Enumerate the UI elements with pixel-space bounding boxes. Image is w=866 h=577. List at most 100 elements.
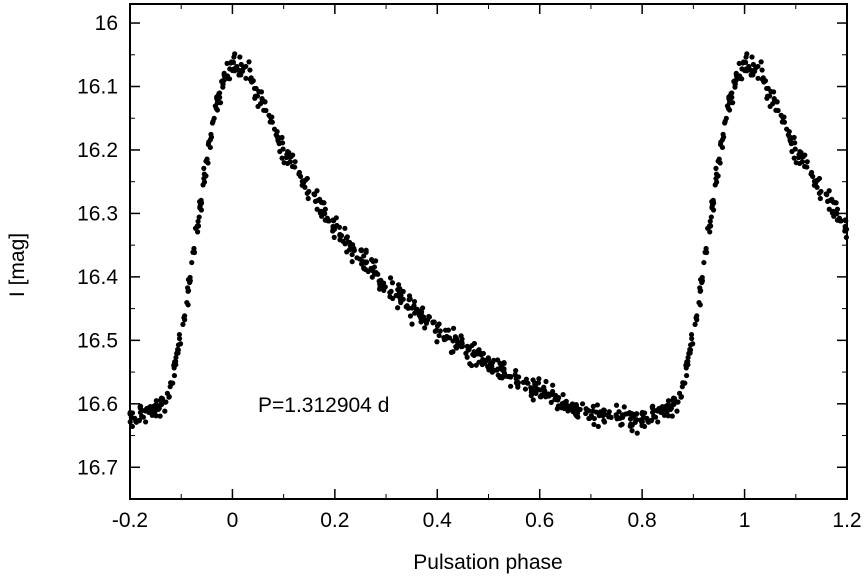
data-point (836, 215, 843, 221)
data-point (167, 384, 173, 390)
data-point (459, 343, 466, 350)
data-point (470, 351, 476, 358)
data-point (586, 415, 592, 422)
data-point (833, 200, 839, 206)
data-point (629, 428, 635, 434)
data-point (823, 191, 829, 197)
data-point (834, 211, 840, 217)
data-point (621, 404, 627, 410)
data-point (237, 54, 243, 60)
data-point (180, 321, 186, 327)
data-point (591, 421, 597, 428)
data-point (155, 406, 161, 413)
y-tick-label: 16.2 (77, 139, 118, 162)
y-tick-label: 16.4 (77, 266, 118, 289)
data-point (283, 154, 289, 161)
data-point (200, 182, 206, 188)
data-point (419, 309, 425, 315)
data-point (702, 249, 708, 255)
data-point (495, 366, 501, 372)
data-point (613, 402, 620, 408)
data-point (649, 417, 655, 423)
data-point (132, 416, 138, 422)
data-point (459, 339, 465, 345)
data-point (201, 171, 207, 177)
data-point (419, 315, 425, 321)
data-point (414, 306, 420, 313)
data-point (363, 260, 369, 266)
data-point (569, 401, 575, 407)
y-tick-label: 16.5 (77, 329, 118, 352)
data-point (664, 409, 670, 415)
data-point (238, 72, 244, 78)
data-point (632, 419, 638, 426)
data-point (601, 417, 607, 424)
data-point (680, 380, 686, 386)
data-point (168, 380, 174, 386)
data-point (689, 335, 695, 342)
data-point (228, 60, 234, 66)
data-point (166, 394, 172, 400)
data-point (387, 275, 394, 281)
data-point (331, 234, 337, 240)
data-point (535, 380, 542, 386)
data-point (826, 206, 832, 212)
data-point (344, 234, 350, 240)
data-point (344, 249, 350, 255)
data-point (162, 408, 168, 414)
data-point (454, 341, 461, 348)
data-point (543, 378, 549, 385)
data-point (664, 402, 670, 408)
data-point (337, 237, 343, 243)
data-point (358, 261, 365, 267)
data-point (523, 376, 529, 382)
data-point (726, 100, 733, 106)
data-point (690, 341, 696, 347)
data-point (707, 229, 713, 235)
data-point (522, 386, 529, 392)
data-point (322, 206, 328, 212)
data-point (791, 155, 797, 161)
data-point (422, 325, 428, 331)
data-point (342, 241, 348, 247)
data-point (712, 182, 718, 188)
y-tick-label: 16.6 (77, 393, 118, 416)
data-point (442, 327, 449, 333)
data-point (306, 188, 312, 195)
data-point (211, 115, 217, 121)
data-point (214, 96, 220, 102)
data-point (686, 350, 692, 357)
data-point (361, 253, 367, 259)
data-point (480, 357, 486, 363)
data-point (744, 51, 750, 57)
data-point (655, 419, 661, 425)
data-point (749, 54, 755, 60)
data-point (650, 403, 656, 409)
data-point (595, 423, 601, 430)
data-point (152, 409, 158, 415)
data-point (195, 218, 201, 224)
data-point (554, 406, 560, 412)
data-point (726, 96, 732, 102)
data-point (590, 403, 596, 409)
data-point (207, 137, 214, 143)
data-point (501, 370, 508, 377)
data-point (259, 95, 265, 102)
data-point (683, 372, 690, 379)
axes: -0.2 0 0.2 0.4 0.6 0.8 1 1.2 16 16.1 16.2 16.3 16.4 1… (77, 3, 862, 532)
data-point (679, 384, 685, 390)
data-point (541, 384, 547, 390)
x-tick-label: 0 (227, 509, 239, 532)
data-point (508, 383, 514, 389)
data-point (634, 430, 640, 436)
data-point (351, 247, 357, 254)
data-point (560, 391, 566, 398)
data-point (136, 417, 143, 423)
data-point (171, 365, 177, 371)
data-point (330, 228, 336, 234)
data-point (388, 288, 394, 294)
data-point (284, 160, 291, 167)
data-point (324, 215, 330, 221)
data-point (707, 223, 713, 230)
data-point (330, 218, 337, 224)
